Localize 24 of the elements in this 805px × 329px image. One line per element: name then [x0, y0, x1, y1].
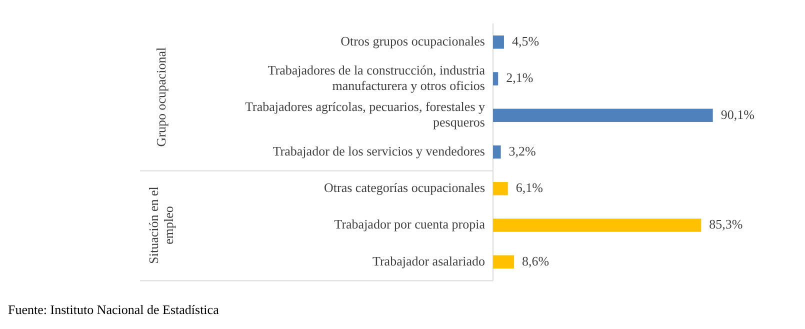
- y-tick-label: Trabajadores de la construcción, industria manufacturera y otros oficios: [268, 62, 486, 93]
- text: Situación en el empleo: [146, 186, 176, 264]
- y-tick-label: Otros grupos ocupacionales: [340, 34, 485, 49]
- data-label: 4,5%: [512, 34, 540, 49]
- bar: [493, 182, 508, 196]
- y-tick-label: Trabajador por cuenta propia: [334, 216, 486, 232]
- source-note: Fuente: Instituto Nacional de Estadística: [8, 302, 220, 318]
- data-label: 85,3%: [709, 216, 743, 232]
- bar: [493, 255, 514, 268]
- data-label: 2,1%: [506, 70, 534, 86]
- y-tick-label: Trabajadores agrícolas, pecuarios, forestales y pesqueros: [245, 98, 486, 130]
- y-tick-label: Trabajador asalariado: [372, 253, 485, 268]
- text: Grupo ocupacional: [153, 47, 168, 147]
- data-label: 8,6%: [522, 253, 550, 268]
- bar: [493, 36, 504, 49]
- data-label: 90,1%: [720, 106, 755, 122]
- data-label: 3,2%: [508, 143, 536, 158]
- bar: [493, 218, 702, 232]
- bar: [493, 108, 713, 122]
- y-tick-label: Trabajador de los servicios y vendedores: [272, 143, 485, 158]
- bar: [493, 72, 498, 86]
- data-label: 6,1%: [516, 180, 544, 196]
- bar: [493, 145, 501, 159]
- y-tick-label: Otras categorías ocupacionales: [324, 180, 485, 196]
